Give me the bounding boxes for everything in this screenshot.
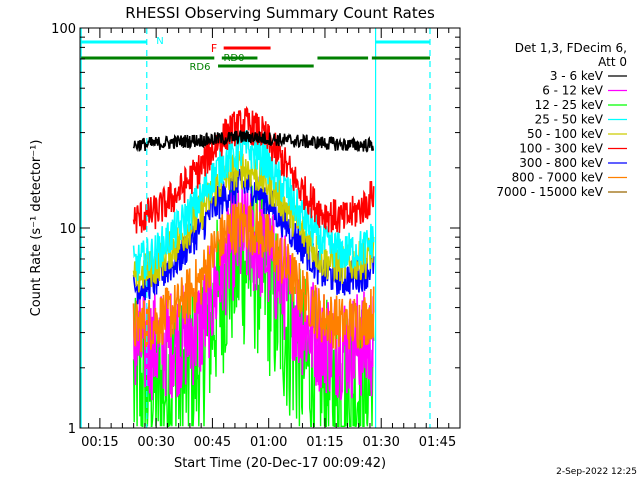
- chart-title: RHESSI Observing Summary Count Rates: [125, 4, 435, 22]
- x-tick-label-5: 01:30: [362, 435, 399, 450]
- trace-group: [132, 105, 375, 427]
- x-tick-label-1: 00:30: [137, 435, 174, 450]
- x-tick-label-2: 00:45: [194, 435, 231, 450]
- legend-label-7: 800 - 7000 keV: [512, 171, 604, 185]
- y-tick-label-2: 100: [51, 22, 76, 37]
- legend-label-5: 100 - 300 keV: [519, 142, 603, 156]
- legend-label-8: 7000 - 15000 keV: [496, 185, 603, 199]
- legend-label-2: 12 - 25 keV: [535, 98, 604, 112]
- y-tick-label-1: 10: [59, 222, 76, 237]
- plot-area: N F RD0 RD6 1 10 100 00:15 00:30 00:45 01:00 01:15 0…: [51, 22, 461, 450]
- flag-label-rd6: RD6: [189, 62, 210, 73]
- timestamp: 2-Sep-2022 12:25: [556, 467, 637, 477]
- flag-label-f: F: [211, 42, 217, 55]
- legend-header-2: Att 0: [598, 55, 627, 69]
- legend-label-0: 3 - 6 keV: [550, 69, 604, 83]
- x-tick-label-0: 00:15: [81, 435, 118, 450]
- y-axis-label: Count Rate (s⁻¹ detector⁻¹): [29, 140, 44, 317]
- flag-label-rd0: RD0: [223, 53, 244, 64]
- series-line-25-50-kev: [132, 129, 375, 281]
- x-tick-label-4: 01:15: [306, 435, 343, 450]
- y-tick-label-0: 1: [68, 422, 76, 437]
- legend-label-6: 300 - 800 keV: [519, 156, 603, 170]
- legend-label-3: 25 - 50 keV: [535, 113, 604, 127]
- legend-label-4: 50 - 100 keV: [527, 127, 604, 141]
- x-tick-label-3: 01:00: [250, 435, 287, 450]
- series-line-800-7000-kev: [132, 202, 375, 353]
- flag-label-n: N: [156, 36, 163, 47]
- x-axis-label: Start Time (20-Dec-17 00:09:42): [174, 456, 386, 471]
- x-tick-label-6: 01:45: [419, 435, 456, 450]
- legend-label-1: 6 - 12 keV: [542, 84, 604, 98]
- series-line-3-6-kev: [132, 130, 374, 153]
- legend-header-1: Det 1,3, FDecim 6,: [515, 41, 627, 55]
